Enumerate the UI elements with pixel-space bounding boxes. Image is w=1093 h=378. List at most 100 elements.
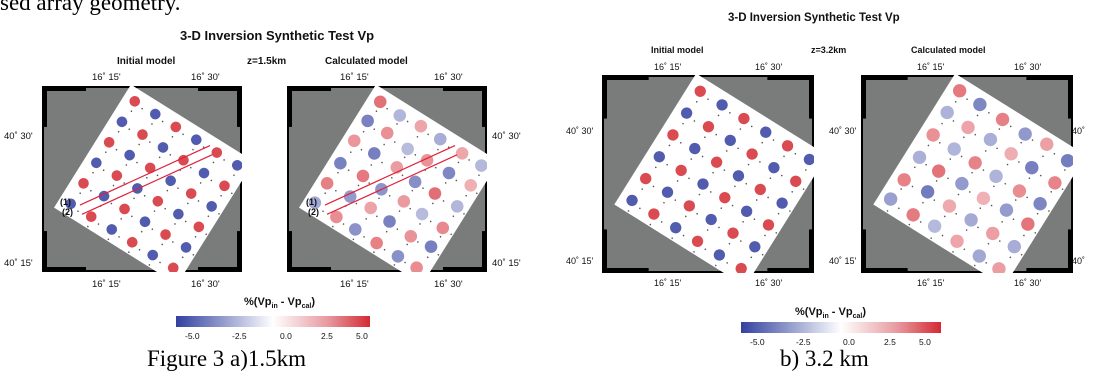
grid-node [401, 174, 404, 177]
negative-anomaly [920, 185, 935, 199]
positive-anomaly [78, 177, 89, 189]
grid-node [998, 128, 1001, 130]
grid-node [728, 242, 731, 245]
grid-node [725, 150, 728, 152]
figure-a-right-bottom-lon-tick-2: 16˚ 30' [434, 279, 463, 290]
map-frame-tick [809, 229, 814, 273]
grid-node [943, 215, 946, 218]
positive-anomaly [1048, 176, 1062, 190]
negative-anomaly [116, 116, 128, 128]
grid-node [742, 221, 744, 223]
grid-node [663, 201, 665, 204]
positive-anomaly [976, 191, 991, 206]
positive-anomaly [781, 140, 794, 152]
grid-node [97, 223, 100, 225]
figure-a-calc-profile-label-2: (2) [308, 207, 319, 217]
grid-node [1061, 188, 1064, 191]
profile-line-2 [81, 154, 213, 215]
grid-node [952, 251, 954, 253]
grid-node [684, 215, 687, 218]
figure-a-left-bottom-lon-tick-1: 16˚ 15' [92, 279, 121, 290]
negative-anomaly [1018, 127, 1032, 141]
negative-anomaly [964, 213, 978, 227]
negative-anomaly [308, 196, 322, 209]
grid-node [207, 215, 210, 218]
grid-node [110, 202, 113, 205]
map-model-area [873, 75, 1073, 273]
grid-node [342, 223, 345, 225]
grid-node [949, 158, 952, 160]
grid-node [450, 233, 452, 236]
negative-anomaly [973, 97, 987, 112]
grid-node [715, 133, 718, 136]
grid-node [745, 182, 748, 185]
negative-anomaly [653, 151, 665, 163]
model-region [299, 86, 487, 272]
negative-anomaly [124, 149, 135, 161]
grid-node [789, 210, 791, 212]
grid-node [682, 122, 684, 125]
negative-anomaly [955, 176, 969, 191]
positive-anomaly [211, 147, 223, 158]
positive-anomaly [380, 126, 394, 140]
negative-anomaly [198, 167, 210, 179]
grid-node [378, 197, 380, 200]
negative-anomaly [697, 178, 709, 190]
positive-anomaly [193, 221, 205, 233]
grid-node [444, 182, 447, 184]
grid-node [350, 151, 352, 153]
model-region [54, 86, 242, 272]
grid-node [138, 248, 141, 251]
grid-node [1048, 210, 1050, 212]
figure-b-colorbar-tick: -5.0 [750, 337, 765, 347]
grid-node [158, 156, 161, 159]
map-frame-tick [482, 231, 487, 272]
figure-b-colorbar-tick: 2.5 [884, 337, 896, 347]
figure-b-depth-label: z=3.2km [811, 45, 847, 55]
negative-anomaly [713, 249, 726, 261]
positive-anomaly [170, 121, 182, 133]
positive-anomaly [137, 129, 148, 140]
negative-anomaly [661, 186, 674, 198]
grid-node [190, 166, 192, 169]
grid-node [639, 207, 641, 210]
figure-b-colorbar-tick: 0.0 [843, 337, 855, 347]
grid-node [363, 236, 365, 238]
figure-a-caption: Figure 3 a)1.5km [147, 346, 307, 371]
grid-node [965, 229, 968, 231]
grid-node [478, 174, 480, 177]
grid-node [898, 207, 900, 210]
negative-anomaly [912, 150, 927, 165]
grid-node [1023, 234, 1025, 237]
figure-a-colorbar-tick: -5.0 [185, 331, 200, 341]
grid-node [941, 122, 943, 125]
map-frame-tick [767, 75, 814, 80]
positive-anomaly [926, 128, 940, 142]
figure-b-initial-label: Initial model [651, 45, 704, 55]
map-frame-tick [237, 231, 242, 272]
map-frame-tick [287, 231, 292, 272]
grid-node [107, 238, 110, 241]
positive-anomaly [1021, 217, 1035, 231]
grid-node [747, 163, 750, 166]
figure-b-right-lat-tick-2: 40˚ [1072, 256, 1086, 266]
figure-a-right-lat-tick-1: 40˚ 30' [492, 131, 521, 142]
figure-b-mid-lat-tick-1: 40˚ 30' [829, 126, 857, 136]
negative-anomaly [716, 99, 728, 111]
grid-node [999, 240, 1001, 242]
positive-anomaly [356, 169, 370, 183]
grid-node [381, 161, 383, 164]
grid-node [802, 188, 805, 191]
map-frame-tick [42, 267, 86, 272]
grid-node [391, 177, 393, 179]
figure-a-colorbar-tick: 5.0 [356, 331, 368, 341]
negative-anomaly [760, 126, 772, 138]
grid-node [117, 130, 120, 133]
positive-anomaly [160, 229, 171, 240]
map-frame-tick [443, 86, 487, 91]
positive-anomaly [126, 236, 138, 248]
grid-node [1006, 163, 1009, 166]
grid-node [131, 215, 133, 218]
grid-node [777, 212, 780, 215]
grid-node [676, 180, 679, 182]
